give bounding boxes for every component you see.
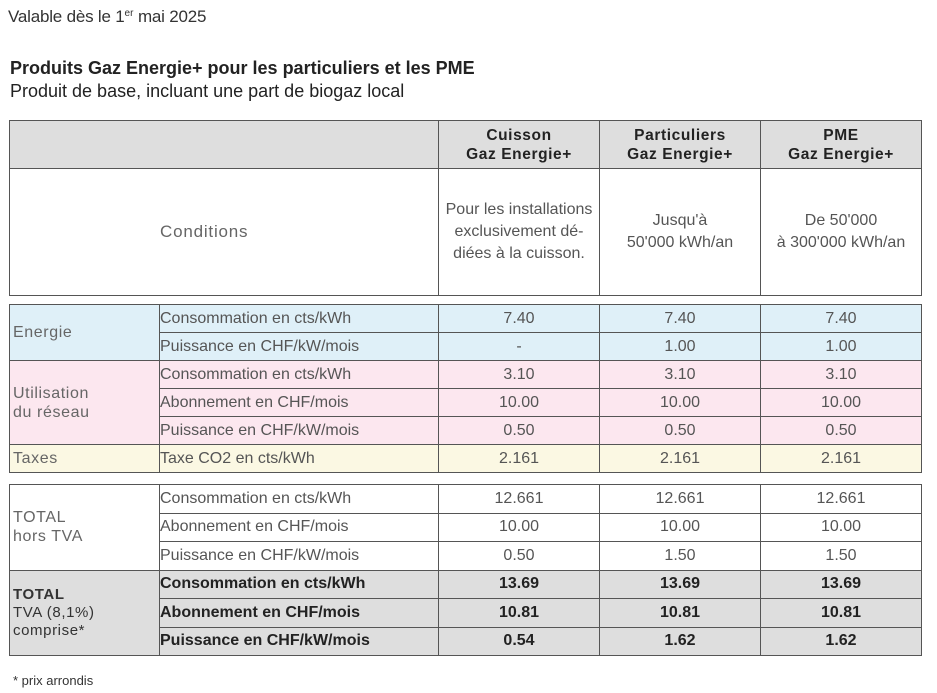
page-title: Produits Gaz Energie+ pour les particuli… [10,58,475,78]
table-row: TOTAL TVA (8,1%) comprise* Consommation en… [9,569,922,656]
price-cell: 10.81 [760,598,922,628]
table-row: Taxes Taxe CO2 en cts/kWh 2.161 2.161 2.… [9,444,922,473]
table-row: Abonnement en CHF/mois 10.00 10.00 10.00 [10,388,922,417]
price-cell: 13.69 [599,569,761,599]
price-cell: 12.661 [760,484,922,514]
column-header-cuisson: Cuisson Gaz Energie+ [438,120,600,169]
header-empty-cell [9,120,439,169]
page-subtitle: Produit de base, incluant une part de bi… [10,81,405,101]
row-description: Puissance en CHF/kW/mois [159,416,439,445]
group-label-total-tva: TOTAL TVA (8,1%) comprise* [9,569,160,656]
price-components-table: Energie Consommation en cts/kWh 7.40 7.4… [9,304,922,473]
price-cell: 3.10 [760,360,922,389]
totals-table: TOTAL hors TVA Consommation en cts/kWh 12… [9,484,922,656]
price-cell: 0.54 [438,626,600,656]
price-cell: 0.50 [438,416,600,445]
condition-particuliers: Jusqu'à 50'000 kWh/an [599,168,761,296]
price-cell: 10.00 [438,388,600,417]
price-cell: 0.50 [760,416,922,445]
price-cell: 12.661 [599,484,761,514]
table-row: Abonnement en CHF/mois 10.81 10.81 10.81 [10,598,922,628]
condition-cuisson: Pour les installations exclusivement dé-d… [438,168,600,296]
price-cell: 3.10 [599,360,761,389]
price-cell: 10.00 [599,388,761,417]
price-cell: 1.62 [760,626,922,656]
column-header-pme: PME Gaz Energie+ [760,120,922,169]
price-cell: 7.40 [599,304,761,333]
price-cell: 12.661 [438,484,600,514]
price-cell: 10.81 [599,598,761,628]
group-label-total-hors-tva: TOTAL hors TVA [9,484,160,571]
price-cell: 13.69 [438,569,600,599]
conditions-label: Conditions [9,168,439,296]
price-cell: 1.00 [599,332,761,361]
table-row: Puissance en CHF/kW/mois 0.54 1.62 1.62 [10,626,922,656]
footnote: * prix arrondis [13,673,94,688]
row-description: Taxe CO2 en cts/kWh [159,444,439,473]
price-cell: 10.81 [438,598,600,628]
price-cell: 1.50 [599,541,761,571]
row-description: Puissance en CHF/kW/mois [159,626,439,656]
price-cell: 7.40 [760,304,922,333]
conditions-row: Conditions Pour les installations exclusi… [9,168,922,296]
table-row: Puissance en CHF/kW/mois - 1.00 1.00 [10,332,922,361]
price-cell: 1.50 [760,541,922,571]
price-cell: 0.50 [438,541,600,571]
group-label-reseau: Utilisation du réseau [9,360,160,445]
price-cell: 10.00 [438,512,600,542]
row-description: Consommation en cts/kWh [159,304,439,333]
row-description: Abonnement en CHF/mois [159,388,439,417]
row-description: Consommation en cts/kWh [159,569,439,599]
header-table: Cuisson Gaz Energie+ Particuliers Gaz Ener… [9,120,922,296]
price-cell: 7.40 [438,304,600,333]
price-cell: 2.161 [760,444,922,473]
table-row: Utilisation du réseau Consommation en cts… [9,360,922,445]
row-description: Puissance en CHF/kW/mois [159,332,439,361]
row-description: Consommation en cts/kWh [159,484,439,514]
column-header-row: Cuisson Gaz Energie+ Particuliers Gaz Ener… [9,120,922,169]
price-cell: 2.161 [599,444,761,473]
table-row: TOTAL hors TVA Consommation en cts/kWh 12… [9,484,922,571]
row-description: Puissance en CHF/kW/mois [159,541,439,571]
table-row: Energie Consommation en cts/kWh 7.40 7.4… [9,304,922,361]
row-description: Abonnement en CHF/mois [159,598,439,628]
group-label-energie: Energie [9,304,160,361]
row-description: Abonnement en CHF/mois [159,512,439,542]
price-cell: 0.50 [599,416,761,445]
validity-date: Valable dès le 1er mai 2025 [8,7,207,26]
price-cell: 1.00 [760,332,922,361]
price-cell: 1.62 [599,626,761,656]
price-cell: 10.00 [599,512,761,542]
price-cell: 3.10 [438,360,600,389]
column-header-particuliers: Particuliers Gaz Energie+ [599,120,761,169]
price-cell: 10.00 [760,388,922,417]
price-cell: - [438,332,600,361]
price-cell: 10.00 [760,512,922,542]
price-cell: 2.161 [438,444,600,473]
group-label-taxes: Taxes [9,444,160,473]
condition-pme: De 50'000 à 300'000 kWh/an [760,168,922,296]
row-description: Consommation en cts/kWh [159,360,439,389]
price-cell: 13.69 [760,569,922,599]
